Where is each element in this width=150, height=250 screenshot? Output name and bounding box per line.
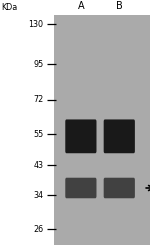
FancyBboxPatch shape xyxy=(65,178,96,198)
Bar xyxy=(54,15,150,245)
Text: 43: 43 xyxy=(33,161,44,170)
Text: KDa: KDa xyxy=(2,4,18,13)
Text: 26: 26 xyxy=(33,225,43,234)
FancyBboxPatch shape xyxy=(104,120,135,153)
Text: 130: 130 xyxy=(28,20,44,29)
Text: 95: 95 xyxy=(33,60,43,69)
FancyBboxPatch shape xyxy=(65,120,96,153)
Text: 72: 72 xyxy=(33,95,43,104)
Text: B: B xyxy=(116,1,123,11)
Text: A: A xyxy=(78,1,84,11)
Text: 34: 34 xyxy=(33,191,44,200)
Text: 55: 55 xyxy=(33,130,43,138)
FancyBboxPatch shape xyxy=(104,178,135,198)
